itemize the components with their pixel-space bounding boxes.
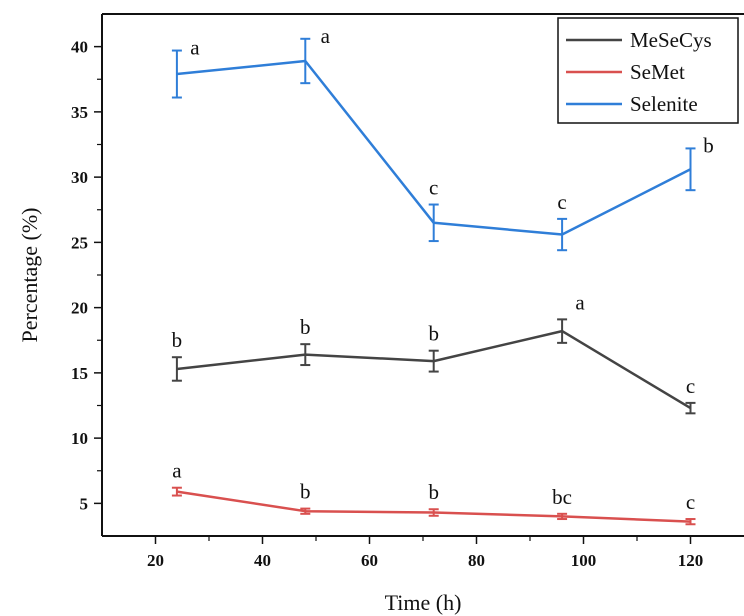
x-tick-label: 100 xyxy=(571,551,597,570)
x-tick-label: 80 xyxy=(468,551,485,570)
significance-letter-mesecys: b xyxy=(300,315,311,339)
x-axis-title: Time (h) xyxy=(385,590,462,615)
y-tick-label: 30 xyxy=(71,168,88,187)
significance-letter-mesecys: a xyxy=(575,290,585,314)
y-tick-label: 15 xyxy=(71,364,88,383)
significance-letter-semet: c xyxy=(686,490,695,514)
y-tick-label: 25 xyxy=(71,233,88,252)
series xyxy=(171,37,696,526)
legend-label-mesecys: MeSeCys xyxy=(630,28,712,52)
x-tick-label: 120 xyxy=(678,551,704,570)
legend-label-semet: SeMet xyxy=(630,60,685,84)
significance-letters: b b b a c a b b bc c a a c c b xyxy=(172,24,714,514)
y-tick-label: 20 xyxy=(71,299,88,318)
significance-letter-mesecys: c xyxy=(686,374,695,398)
y-tick-label: 35 xyxy=(71,103,88,122)
legend-box xyxy=(557,17,739,124)
significance-letter-selenite: b xyxy=(703,133,714,157)
x-tick-label: 60 xyxy=(361,551,378,570)
significance-letter-mesecys: b xyxy=(172,328,183,352)
significance-letter-semet: a xyxy=(172,459,182,483)
significance-letter-selenite: a xyxy=(190,36,200,60)
ticks: 20 40 60 80 100 120 5 10 15 20 25 30 35 40 xyxy=(71,38,703,570)
x-tick-label: 20 xyxy=(147,551,164,570)
significance-letter-selenite: c xyxy=(557,190,566,214)
significance-letter-semet: b xyxy=(428,480,439,504)
y-tick-label: 40 xyxy=(71,38,88,57)
x-tick-label: 40 xyxy=(254,551,271,570)
significance-letter-mesecys: b xyxy=(428,322,439,346)
legend-label-selenite: Selenite xyxy=(630,92,698,116)
significance-letter-selenite: c xyxy=(429,176,438,200)
significance-letter-selenite: a xyxy=(321,24,331,48)
legend: MeSeCys SeMet Selenite xyxy=(557,17,739,124)
y-axis-title: Percentage (%) xyxy=(17,208,42,343)
y-tick-label: 5 xyxy=(80,494,89,513)
significance-letter-semet: bc xyxy=(552,485,572,509)
significance-letter-semet: b xyxy=(300,480,311,504)
y-tick-label: 10 xyxy=(71,429,88,448)
